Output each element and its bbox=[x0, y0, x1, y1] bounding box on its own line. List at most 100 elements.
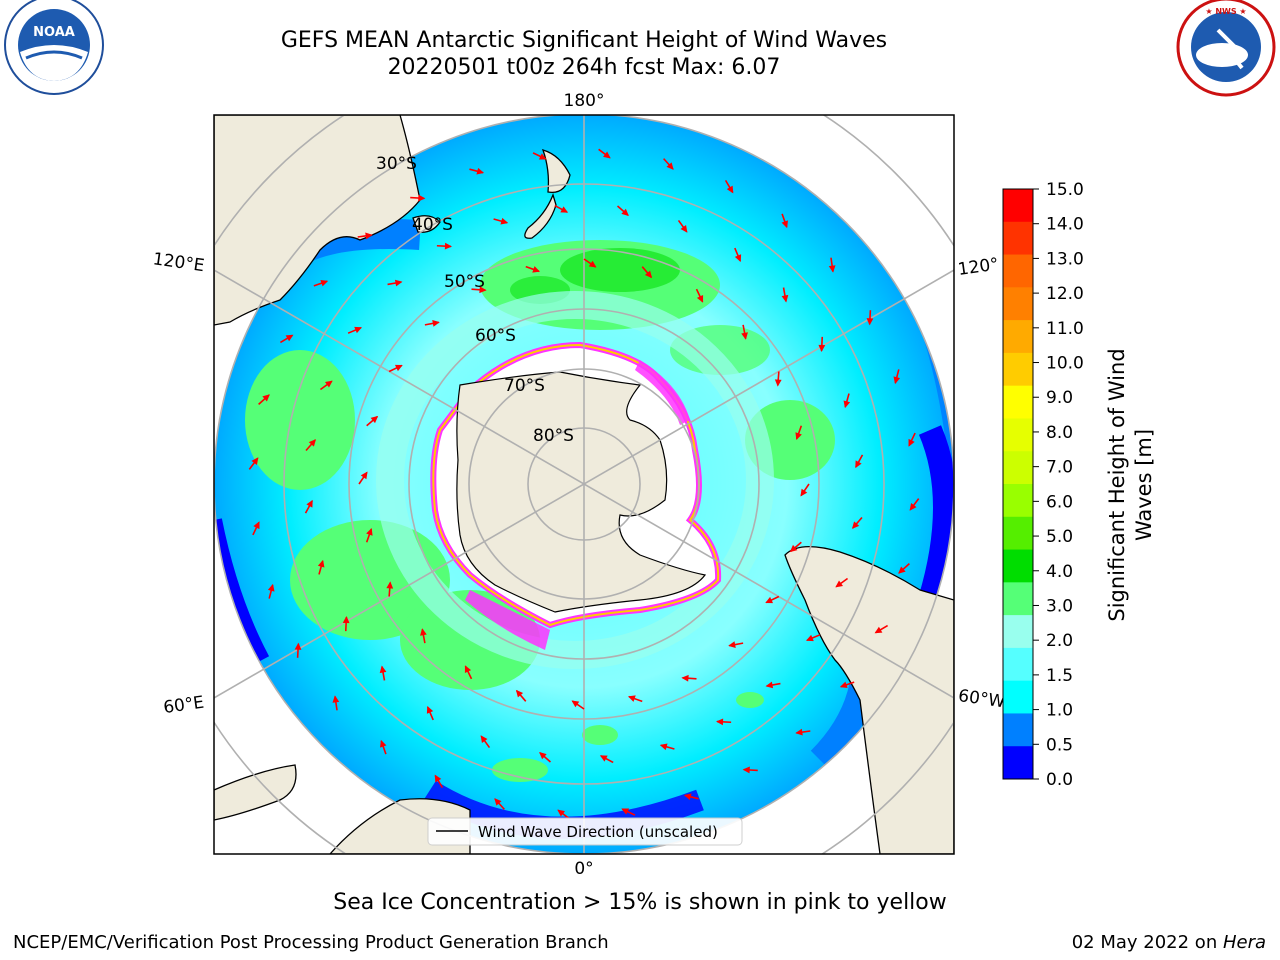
lon-label-180: 180° bbox=[564, 91, 605, 111]
lat-label-70: 70°S bbox=[504, 376, 545, 396]
lon-label-0: 0° bbox=[574, 859, 593, 879]
wave-arrow-head bbox=[317, 559, 325, 568]
wave-arrow-head bbox=[379, 665, 387, 674]
wave-arrow-head bbox=[365, 232, 373, 240]
colorbar-bin bbox=[1003, 549, 1033, 583]
wave-arrow-head bbox=[681, 674, 689, 682]
wave-arrow-head bbox=[781, 220, 788, 229]
lat-label-30: 30°S bbox=[376, 154, 417, 174]
wave-arrow-head bbox=[366, 527, 373, 536]
wave-arrow-head bbox=[866, 318, 874, 326]
wave-arrow-head bbox=[332, 695, 340, 703]
footer-host: Hera bbox=[1222, 932, 1266, 953]
colorbar-bin bbox=[1003, 451, 1033, 485]
wave-arrow-head bbox=[262, 394, 270, 402]
wave-arrow-head bbox=[325, 380, 333, 388]
wave-arrow-head bbox=[308, 439, 317, 447]
wave-arrow-head bbox=[659, 743, 668, 751]
colorbar-bin bbox=[1003, 254, 1033, 288]
colorbar-bin bbox=[1003, 221, 1033, 256]
wave-arrow-head bbox=[320, 280, 329, 287]
wave-arrow-head bbox=[267, 583, 275, 592]
colorbar-frame bbox=[1002, 188, 1034, 780]
wave-arrow-head bbox=[627, 695, 636, 702]
colorbar-tick-label: 1.0 bbox=[1046, 701, 1073, 721]
noaa-logo-text: NOAA bbox=[33, 25, 75, 40]
wave-arrow-head bbox=[828, 265, 836, 273]
colorbar-bin bbox=[1003, 615, 1033, 649]
wave-arrow-head bbox=[538, 153, 547, 160]
noaa-logo: NOAA bbox=[4, 0, 104, 95]
wave-arrow-head bbox=[294, 642, 302, 650]
svg-text:★ NWS ★: ★ NWS ★ bbox=[1205, 7, 1246, 16]
antarctica bbox=[430, 341, 722, 650]
colorbar-tick-label: 5.0 bbox=[1046, 527, 1073, 547]
footer-date-text: 02 May 2022 on bbox=[1071, 932, 1223, 953]
colorbar-tick-label: 13.0 bbox=[1046, 249, 1084, 269]
wave-arrow-head bbox=[480, 735, 488, 743]
chart-subtitle: 20220501 t00z 264h fcst Max: 6.07 bbox=[387, 55, 781, 80]
colorbar-tick-label: 1.5 bbox=[1046, 666, 1073, 686]
wave-arrow-head bbox=[855, 460, 862, 469]
wave-arrow-head bbox=[394, 279, 403, 287]
wave-arrow-head bbox=[874, 626, 883, 634]
wave-arrow-head bbox=[360, 471, 368, 480]
wave-arrow-head bbox=[418, 194, 426, 202]
footer-branch: NCEP/EMC/Verification Post Processing Pr… bbox=[13, 932, 609, 953]
wave-arrow-head bbox=[742, 766, 750, 774]
lon-label-120e: 120°E bbox=[152, 249, 206, 276]
colorbar-label-line2: Waves [m] bbox=[1132, 429, 1156, 541]
colorbar-tick-label: 4.0 bbox=[1046, 562, 1073, 582]
colorbar-bin bbox=[1003, 647, 1033, 682]
wave-arrow-head bbox=[805, 634, 814, 642]
wave-arrow-head bbox=[532, 266, 541, 273]
wave-arrow-head bbox=[908, 438, 915, 447]
wave-arrow-head bbox=[253, 521, 260, 530]
wave-arrow-head bbox=[765, 596, 774, 604]
colorbar-bin bbox=[1003, 352, 1033, 387]
colorbar-tick-label: 12.0 bbox=[1046, 284, 1084, 304]
colorbar-bin bbox=[1003, 385, 1033, 419]
wave-arrow-head bbox=[795, 432, 802, 441]
colorbar-tick-label: 6.0 bbox=[1046, 492, 1073, 512]
colorbar-tick-label: 2.0 bbox=[1046, 631, 1073, 651]
colorbar-bin bbox=[1003, 320, 1033, 354]
wave-arrow-head bbox=[621, 808, 630, 815]
wave-arrow-head bbox=[434, 774, 442, 783]
lon-label-60w: 60°W bbox=[957, 686, 1006, 712]
wave-arrow-head bbox=[306, 499, 313, 508]
wave-arrow-head bbox=[588, 260, 597, 268]
wave-arrow-head bbox=[420, 628, 427, 636]
colorbar-tick-label: 0.0 bbox=[1046, 770, 1073, 790]
wave-arrow-head bbox=[666, 162, 674, 170]
colorbar-bin bbox=[1003, 287, 1033, 321]
colorbar-tick-label: 8.0 bbox=[1046, 423, 1073, 443]
wave-arrow-head bbox=[851, 521, 860, 529]
map-legend: Wind Wave Direction (unscaled) bbox=[427, 817, 743, 846]
wave-arrow-head bbox=[560, 206, 569, 213]
wave-arrow-head bbox=[839, 681, 848, 688]
wave-arrow-head bbox=[843, 400, 851, 409]
wave-arrow-head bbox=[285, 334, 294, 342]
wave-arrow-head bbox=[726, 185, 734, 194]
wave-arrow-head bbox=[386, 581, 394, 589]
colorbar-bin bbox=[1003, 418, 1033, 452]
colorbar-tick-label: 14.0 bbox=[1046, 215, 1084, 235]
ice-caption: Sea Ice Concentration > 15% is shown in … bbox=[333, 890, 947, 915]
colorbar-tick-label: 10.0 bbox=[1046, 354, 1084, 374]
colorbar-bin bbox=[1003, 516, 1033, 551]
lon-label-120w: 120° bbox=[957, 254, 1000, 280]
wave-arrow-head bbox=[444, 242, 453, 250]
wave-arrow-head bbox=[342, 615, 350, 624]
wave-arrow-head bbox=[370, 415, 379, 424]
wave-arrow-head bbox=[599, 755, 608, 762]
wave-arrow-head bbox=[800, 488, 808, 497]
wave-arrow-head bbox=[426, 705, 434, 714]
wave-arrow-head bbox=[781, 294, 789, 303]
colorbar-bin bbox=[1003, 680, 1033, 714]
map-frame bbox=[213, 114, 955, 855]
wave-arrow-head bbox=[728, 641, 736, 648]
wave-arrow-head bbox=[774, 379, 782, 387]
colorbar-tick-label: 15.0 bbox=[1046, 180, 1084, 200]
lat-label-80: 80°S bbox=[533, 426, 574, 446]
